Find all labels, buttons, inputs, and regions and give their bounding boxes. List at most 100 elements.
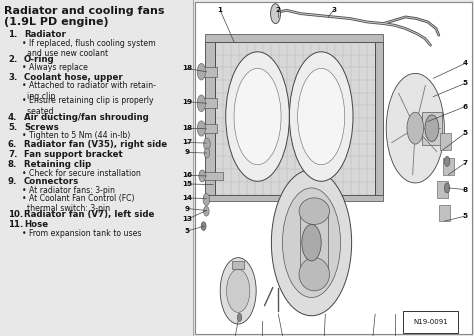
Text: 4: 4 [463,60,467,67]
Text: Radiator and cooling fans: Radiator and cooling fans [4,6,164,16]
Ellipse shape [425,115,439,141]
Ellipse shape [220,258,256,324]
Ellipse shape [271,4,281,24]
Ellipse shape [204,148,210,158]
Ellipse shape [444,183,450,193]
Ellipse shape [197,64,206,80]
Bar [201,98,217,108]
Bar [201,67,217,77]
Bar [438,181,448,198]
Ellipse shape [298,69,345,165]
Text: 3: 3 [331,7,336,13]
Bar [205,34,383,42]
Text: Radiator fan (V7), left side: Radiator fan (V7), left side [24,210,155,219]
Text: 8: 8 [463,186,468,193]
Ellipse shape [407,112,424,144]
Text: 18: 18 [182,66,192,72]
Text: • At Coolant Fan Control (FC)
  thermal switch: 3-pin: • At Coolant Fan Control (FC) thermal sw… [22,194,135,213]
Bar [443,158,454,175]
Ellipse shape [204,138,210,150]
Text: 18: 18 [182,125,192,131]
Text: 2.: 2. [8,55,18,64]
Text: 7.: 7. [8,150,18,159]
Text: Connectors: Connectors [24,177,79,186]
Bar [375,42,383,195]
Text: 6: 6 [463,103,468,110]
Bar [215,42,375,195]
Text: 9.: 9. [8,177,18,186]
Text: Fan support bracket: Fan support bracket [24,150,123,159]
Text: 4.: 4. [8,113,18,122]
Text: • Attached to radiator with retain-
  ing clip: • Attached to radiator with retain- ing … [22,81,156,101]
Bar [422,112,442,145]
Text: Coolant hose, upper: Coolant hose, upper [24,73,123,82]
Bar [232,261,244,269]
Text: • From expansion tank to uses: • From expansion tank to uses [22,228,142,238]
Ellipse shape [289,52,353,181]
Bar [0,0,193,336]
Text: Air ducting/fan shrouding: Air ducting/fan shrouding [24,113,149,122]
Text: Retaining clip: Retaining clip [24,160,91,169]
Text: 5: 5 [463,80,468,86]
Text: 16: 16 [182,172,192,178]
Ellipse shape [272,170,352,316]
Text: 15: 15 [182,181,192,187]
Text: 5: 5 [463,130,468,136]
Text: 17: 17 [182,139,192,145]
Text: • At radiator fans: 3-pin: • At radiator fans: 3-pin [22,186,115,195]
Ellipse shape [234,69,281,165]
Ellipse shape [201,222,206,230]
Ellipse shape [283,188,340,297]
Text: 7: 7 [463,160,467,166]
Ellipse shape [444,156,450,166]
Text: 5: 5 [463,213,468,219]
Text: 5: 5 [184,228,190,234]
Text: • Ensure retaining clip is properly
  seated: • Ensure retaining clip is properly seat… [22,96,154,116]
Text: 8.: 8. [8,160,18,169]
Text: 10.: 10. [8,210,23,219]
Ellipse shape [199,170,206,182]
Text: • Always replace: • Always replace [22,64,88,73]
Bar [439,205,450,221]
Text: 5.: 5. [8,123,17,131]
Text: 13: 13 [182,216,192,222]
Text: 11.: 11. [8,220,23,229]
Text: 1.: 1. [8,30,18,39]
Ellipse shape [203,194,210,206]
Bar [403,311,458,333]
Text: 2: 2 [276,7,281,13]
Text: 19: 19 [182,98,192,104]
Bar [201,124,217,133]
Text: 14: 14 [182,195,192,201]
Bar [301,211,328,274]
Text: Screws: Screws [24,123,59,131]
Ellipse shape [204,206,209,216]
Text: • If replaced, flush cooling system
  and use new coolant: • If replaced, flush cooling system and … [22,39,156,58]
Bar [205,195,383,201]
Text: • Check for secure installation: • Check for secure installation [22,168,141,177]
Text: 9: 9 [184,206,190,211]
Ellipse shape [226,52,289,181]
Ellipse shape [237,313,242,321]
Bar [440,133,451,150]
Text: 3.: 3. [8,73,18,82]
Bar [204,172,223,180]
Bar [205,42,215,195]
Ellipse shape [197,121,206,136]
Text: 6.: 6. [8,140,18,149]
Ellipse shape [227,269,250,312]
Ellipse shape [299,258,329,291]
Text: Radiator: Radiator [24,30,66,39]
Text: N19-0091: N19-0091 [413,319,448,325]
Ellipse shape [386,73,444,183]
Text: O-ring: O-ring [24,55,55,64]
Ellipse shape [197,95,206,112]
Text: (1.9L PD engine): (1.9L PD engine) [4,17,109,27]
Text: Radiator fan (V35), right side: Radiator fan (V35), right side [24,140,167,149]
Ellipse shape [299,198,329,224]
Text: 9: 9 [184,150,190,155]
Ellipse shape [302,224,321,261]
Bar [195,2,472,334]
Text: Hose: Hose [24,220,48,229]
Text: 1: 1 [218,7,223,13]
